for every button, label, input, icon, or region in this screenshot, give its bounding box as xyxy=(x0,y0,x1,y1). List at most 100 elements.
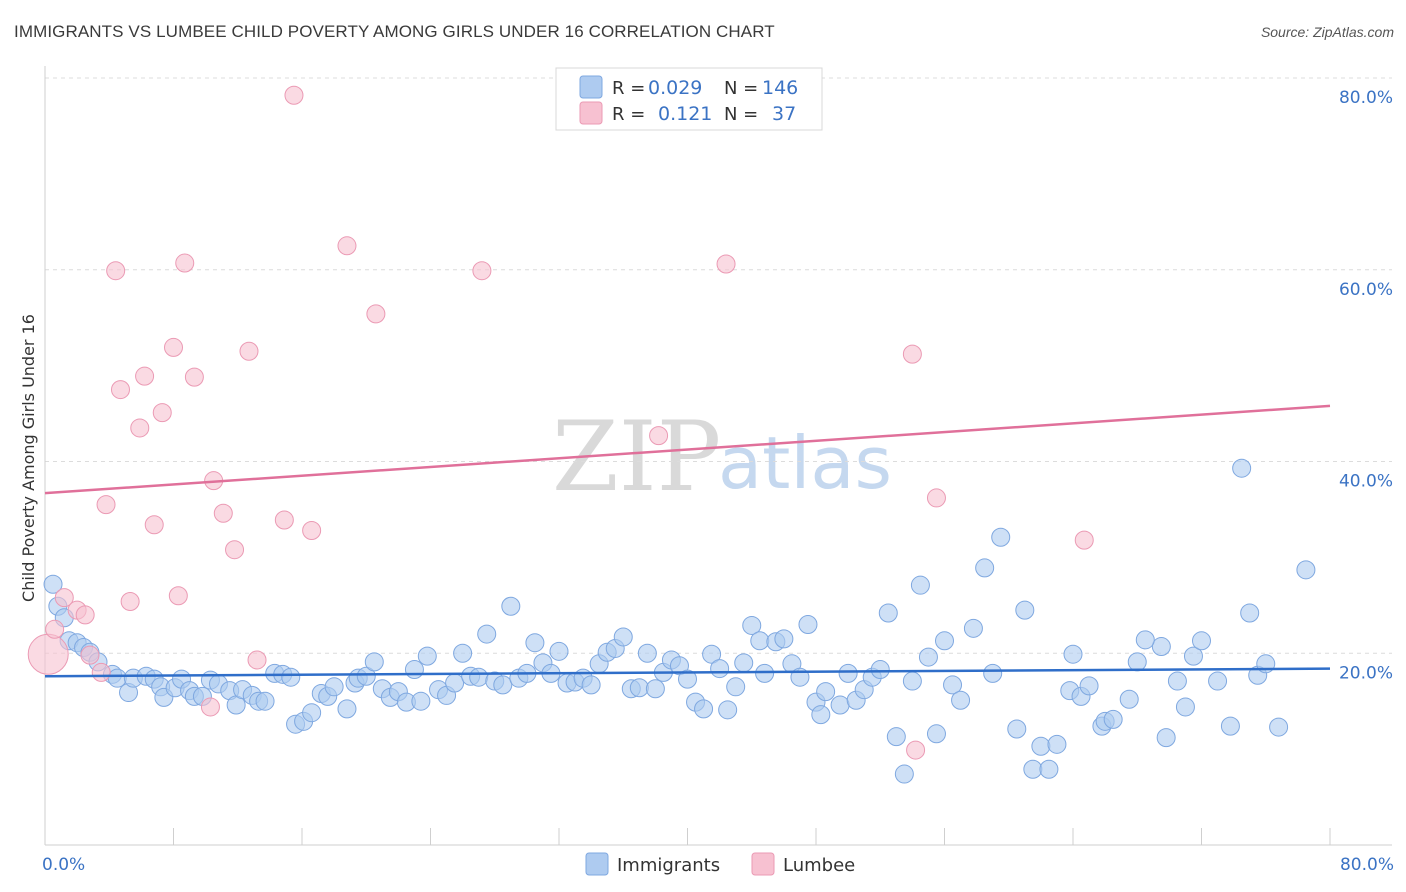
lumbee-point xyxy=(120,591,140,611)
immigrants-point xyxy=(1119,689,1139,709)
immigrants-point xyxy=(926,724,946,744)
immigrants-point xyxy=(816,682,836,702)
lumbee-point xyxy=(906,740,926,760)
lumbee-point xyxy=(247,650,267,670)
immigrants-point xyxy=(798,614,818,634)
immigrants-point xyxy=(726,677,746,697)
immigrants-point xyxy=(1167,671,1187,691)
immigrants-point xyxy=(830,695,850,715)
y-tick-label: 80.0% xyxy=(1339,88,1393,108)
immigrants-point xyxy=(1296,560,1316,580)
immigrants-trend-line xyxy=(44,667,1331,678)
legend-n-value-2: 37 xyxy=(772,103,796,125)
immigrants-point xyxy=(910,575,930,595)
lumbee-point xyxy=(175,253,195,273)
immigrants-point xyxy=(943,675,963,695)
lumbee-point xyxy=(649,426,669,446)
immigrants-point xyxy=(1192,631,1211,651)
legend-n-value-1: 146 xyxy=(762,77,798,99)
immigrants-point xyxy=(1039,759,1059,779)
legend-bottom-immigrants-label: Immigrants xyxy=(617,855,720,876)
immigrants-point xyxy=(1023,759,1043,779)
gridlines: 20.0% 40.0% 60.0% 80.0% xyxy=(45,77,1393,683)
legend-r-value-2: 0.121 xyxy=(658,103,712,125)
immigrants-point xyxy=(501,596,521,616)
immigrants-point xyxy=(1183,646,1203,666)
immigrants-point xyxy=(629,678,649,698)
immigrants-point xyxy=(1175,697,1195,717)
immigrants-point xyxy=(742,615,762,635)
immigrants-point xyxy=(702,644,722,664)
immigrants-point xyxy=(902,671,922,691)
immigrants-point xyxy=(983,663,1003,683)
legend-bottom-lumbee-label: Lumbee xyxy=(783,855,855,876)
immigrants-point xyxy=(1047,734,1067,754)
immigrants-point xyxy=(43,574,63,594)
immigrants-point xyxy=(493,675,513,695)
source-label: Source: ZipAtlas.com xyxy=(1260,24,1394,40)
immigrants-point xyxy=(1007,719,1027,739)
immigrants-point xyxy=(710,659,730,679)
lumbee-point xyxy=(75,605,95,625)
immigrants-point xyxy=(1135,630,1155,650)
immigrants-point xyxy=(694,699,714,719)
x-tick-label-min: 0.0% xyxy=(42,855,85,875)
immigrants-point xyxy=(1103,709,1123,729)
immigrants-point xyxy=(811,705,831,725)
legend-lumbee-swatch xyxy=(579,101,603,125)
immigrants-point xyxy=(255,691,275,711)
immigrants-point xyxy=(525,633,545,653)
legend-r-value-1: 0.029 xyxy=(648,77,702,99)
legend-r-label-1: R = xyxy=(612,78,645,99)
legend-n-label-1: N = xyxy=(724,78,758,99)
lumbee-point xyxy=(302,521,322,541)
immigrants-point xyxy=(302,703,322,723)
lumbee-point xyxy=(926,488,946,508)
immigrants-point xyxy=(870,660,890,680)
immigrants-point xyxy=(1079,676,1099,696)
immigrants-point xyxy=(581,675,601,695)
axes xyxy=(44,66,1392,846)
immigrants-point xyxy=(951,690,971,710)
lumbee-point xyxy=(110,380,130,400)
immigrants-point xyxy=(1015,600,1035,620)
immigrants-point xyxy=(734,653,754,673)
lumbee-point xyxy=(274,510,294,530)
immigrants-point xyxy=(364,652,384,672)
legend-bottom-lumbee-swatch xyxy=(751,852,775,876)
immigrants-point xyxy=(750,631,770,651)
immigrants-point xyxy=(1208,671,1228,691)
immigrants-point xyxy=(918,647,938,667)
lumbee-point xyxy=(144,515,164,535)
immigrants-point xyxy=(637,643,657,663)
immigrants-point xyxy=(678,669,697,689)
immigrants-point xyxy=(469,667,489,687)
immigrants-point xyxy=(718,700,738,720)
immigrants-point xyxy=(1220,716,1240,736)
lumbee-point xyxy=(135,366,155,386)
immigrants-point xyxy=(411,691,431,711)
lumbee-point xyxy=(96,495,116,515)
immigrants-point xyxy=(755,663,775,683)
lumbee-point xyxy=(91,662,111,682)
immigrants-point xyxy=(404,660,424,680)
immigrants-point xyxy=(975,558,995,578)
lumbee-point xyxy=(239,341,259,361)
immigrants-point xyxy=(324,677,344,697)
x-tick-label-max: 80.0% xyxy=(1340,855,1394,875)
lumbee-point xyxy=(200,697,220,717)
immigrants-point xyxy=(445,673,465,693)
lumbee-point xyxy=(366,304,386,324)
lumbee-point xyxy=(1074,530,1094,550)
lumbee-trend-line xyxy=(44,404,1331,495)
lumbee-point xyxy=(472,261,492,281)
y-tick-label: 60.0% xyxy=(1339,280,1393,300)
immigrants-point xyxy=(1031,736,1051,756)
immigrants-point xyxy=(1063,644,1083,664)
lumbee-point xyxy=(27,633,69,675)
immigrants-point xyxy=(878,603,898,623)
chart-title: IMMIGRANTS VS LUMBEE CHILD POVERTY AMONG… xyxy=(14,22,775,41)
immigrants-point xyxy=(774,629,794,649)
immigrants-point xyxy=(1127,652,1147,672)
immigrants-point xyxy=(838,663,858,683)
